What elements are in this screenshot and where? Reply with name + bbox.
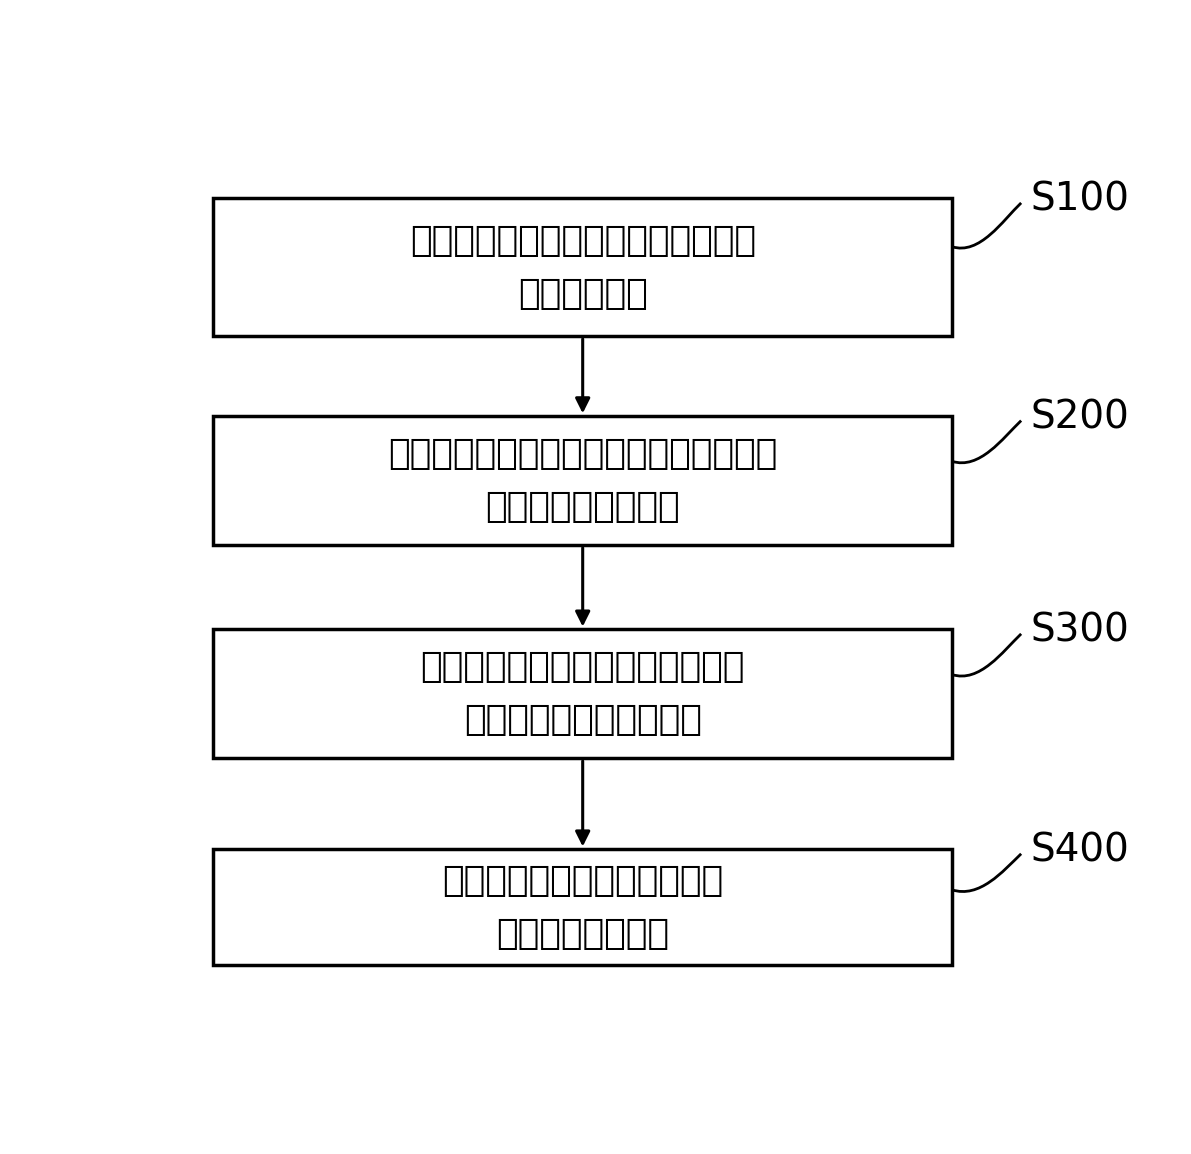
FancyBboxPatch shape xyxy=(213,198,952,336)
Text: S300: S300 xyxy=(1030,612,1129,650)
Text: 将料浆通入压煎器中进行高温高压溶解，
以便得到鸨酸锨溶液: 将料浆通入压煎器中进行高温高压溶解， 以便得到鸨酸锨溶液 xyxy=(388,437,778,524)
Text: S200: S200 xyxy=(1030,398,1129,436)
FancyBboxPatch shape xyxy=(213,849,952,965)
Text: S400: S400 xyxy=(1030,832,1129,870)
FancyBboxPatch shape xyxy=(213,629,952,758)
Text: 对鸨酸锨溶液进行泄压脱氨结晶，
以便得到湿仲鸨酸锨晶体: 对鸨酸锨溶液进行泄压脱氨结晶， 以便得到湿仲鸨酸锨晶体 xyxy=(420,651,744,737)
Text: 对湿仲鸨酸锨晶体进行烘干，
以便高纯仲鸨酸锨: 对湿仲鸨酸锨晶体进行烘干， 以便高纯仲鸨酸锨 xyxy=(442,863,723,951)
Text: 利用氨水对仲鸨酸锨粗品进行调浆，
以便得到料浆: 利用氨水对仲鸨酸锨粗品进行调浆， 以便得到料浆 xyxy=(410,224,756,310)
FancyBboxPatch shape xyxy=(213,417,952,545)
Text: S100: S100 xyxy=(1030,181,1129,219)
